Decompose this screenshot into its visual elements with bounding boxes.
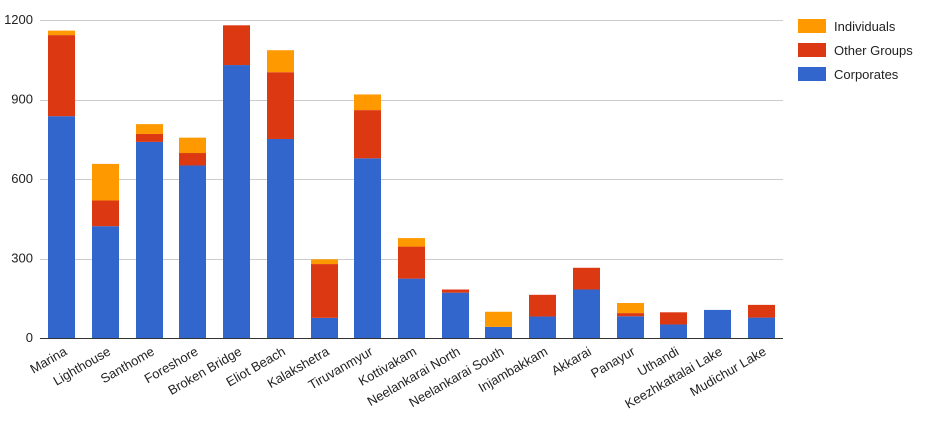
bar-marina-corporates — [48, 116, 75, 338]
bar-santhome-individuals — [136, 124, 163, 134]
x-tick-label-panayur: Panayur — [588, 343, 638, 381]
bar-mudichur-lake-corporates — [748, 317, 775, 338]
bar-uthandi-corporates — [660, 324, 687, 338]
bar-tiruvanmyur-corporates — [354, 158, 381, 338]
bar-lighthouse-corporates — [92, 226, 119, 338]
bar-mudichur-lake-other-groups — [748, 304, 775, 318]
bar-keezhkattalai-lake-corporates — [704, 309, 731, 338]
bar-foreshore-individuals — [179, 137, 206, 154]
y-tick-label: 0 — [26, 330, 33, 345]
y-tick-label: 900 — [11, 92, 33, 107]
x-tick-label-akkarai: Akkarai — [549, 344, 594, 379]
legend-label-individuals: Individuals — [834, 19, 896, 34]
bar-lighthouse-individuals — [92, 163, 119, 201]
legend-swatch-other-groups — [798, 43, 826, 57]
bar-tiruvanmyur-other-groups — [354, 110, 381, 159]
bar-broken-bridge-corporates — [223, 65, 250, 339]
bar-neelankarai-north-corporates — [442, 292, 469, 338]
legend-swatch-individuals — [798, 19, 826, 33]
bars — [48, 25, 775, 339]
bar-marina-individuals — [48, 30, 75, 36]
legend-label-corporates: Corporates — [834, 67, 899, 82]
bar-neelankarai-north-other-groups — [442, 289, 469, 293]
bar-eliot-beach-corporates — [267, 138, 294, 338]
bar-lighthouse-other-groups — [92, 200, 119, 227]
bar-marina-other-groups — [48, 35, 75, 117]
bar-kottivakam-individuals — [398, 238, 425, 247]
bar-santhome-corporates — [136, 141, 163, 338]
bar-panayur-individuals — [617, 303, 644, 314]
bar-neelankarai-south-individuals — [485, 311, 512, 327]
y-tick-label: 600 — [11, 171, 33, 186]
bar-kalakshetra-individuals — [311, 259, 338, 265]
bar-broken-bridge-other-groups — [223, 25, 250, 66]
bar-kalakshetra-other-groups — [311, 264, 338, 318]
bar-injambakkam-other-groups — [529, 294, 556, 317]
bar-injambakkam-corporates — [529, 316, 556, 338]
bar-eliot-beach-individuals — [267, 50, 294, 73]
bar-kottivakam-corporates — [398, 278, 425, 338]
bar-kottivakam-other-groups — [398, 246, 425, 279]
x-tick-label-mudichur-lake: Mudichur Lake — [687, 344, 768, 400]
bar-akkarai-corporates — [573, 289, 600, 338]
y-tick-label: 1200 — [4, 12, 33, 27]
legend-swatch-corporates — [798, 67, 826, 81]
bar-panayur-corporates — [617, 316, 644, 338]
bar-santhome-other-groups — [136, 133, 163, 142]
bar-akkarai-other-groups — [573, 267, 600, 290]
bar-kalakshetra-corporates — [311, 317, 338, 338]
bar-foreshore-corporates — [179, 165, 206, 338]
legend-label-other-groups: Other Groups — [834, 43, 913, 58]
legend: Individuals Other Groups Corporates — [798, 19, 913, 82]
bar-tiruvanmyur-individuals — [354, 94, 381, 111]
bar-panayur-other-groups — [617, 313, 644, 317]
bar-foreshore-other-groups — [179, 153, 206, 166]
y-tick-label: 300 — [11, 251, 33, 266]
bar-neelankarai-south-corporates — [485, 326, 512, 338]
axes: 03006009001200MarinaLighthouseSanthomeFo… — [4, 12, 783, 412]
bar-eliot-beach-other-groups — [267, 72, 294, 139]
bar-uthandi-other-groups — [660, 312, 687, 325]
